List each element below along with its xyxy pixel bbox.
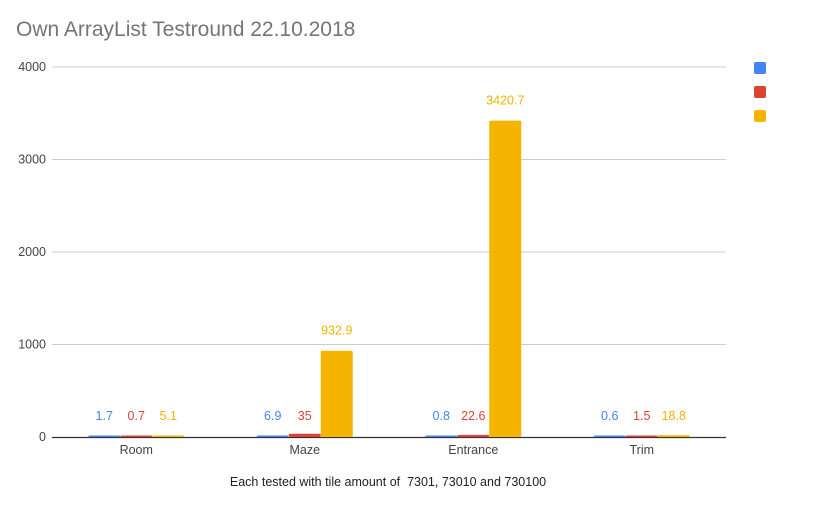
legend-swatch: [754, 62, 766, 74]
bar: [256, 435, 289, 437]
data-label: 6.9: [264, 409, 281, 423]
bar: [625, 435, 658, 437]
data-label: 3420.7: [486, 94, 524, 108]
bar: [657, 435, 690, 437]
x-tick-label: Maze: [289, 443, 320, 457]
y-tick-label: 4000: [18, 60, 46, 74]
y-tick-label: 1000: [18, 338, 46, 352]
x-tick-label: Trim: [629, 443, 654, 457]
y-tick-label: 0: [39, 430, 46, 444]
legend-swatch: [754, 110, 766, 122]
bar: [320, 350, 353, 437]
chart-title: Own ArrayList Testround 22.10.2018: [16, 18, 356, 41]
data-labels: 1.7 0.7 5.1 6.9 35 932.9 0.8 22.6 3420.7 0.6 1.5 18…: [96, 94, 686, 423]
data-label: 0.8: [433, 409, 450, 423]
x-tick-label: Room: [120, 443, 153, 457]
bar: [152, 435, 185, 437]
bar: [489, 120, 522, 437]
y-tick-label: 2000: [18, 245, 46, 259]
data-label: 1.5: [633, 409, 650, 423]
y-axis-ticks: 0 1000 2000 3000 4000: [18, 60, 46, 444]
bar: [88, 435, 121, 437]
legend: [754, 62, 766, 122]
data-label: 0.6: [601, 409, 618, 423]
x-tick-label: Entrance: [448, 443, 498, 457]
data-label: 5.1: [160, 409, 177, 423]
bar: [457, 434, 490, 437]
bars: [88, 120, 690, 437]
gridlines: [52, 66, 726, 439]
data-label: 0.7: [128, 409, 145, 423]
bar: [288, 433, 321, 437]
data-label: 18.8: [662, 409, 686, 423]
bar: [120, 435, 153, 437]
legend-swatch: [754, 86, 766, 98]
data-label: 932.9: [321, 324, 352, 338]
x-axis-title: Each tested with tile amount of 7301, 73…: [229, 475, 547, 489]
data-label: 35: [298, 409, 312, 423]
bar: [593, 435, 626, 437]
data-label: 1.7: [96, 409, 113, 423]
data-label: 22.6: [461, 409, 485, 423]
bar: [425, 435, 458, 437]
y-tick-label: 3000: [18, 153, 46, 167]
x-axis-ticks: Room Maze Entrance Trim: [120, 443, 654, 457]
